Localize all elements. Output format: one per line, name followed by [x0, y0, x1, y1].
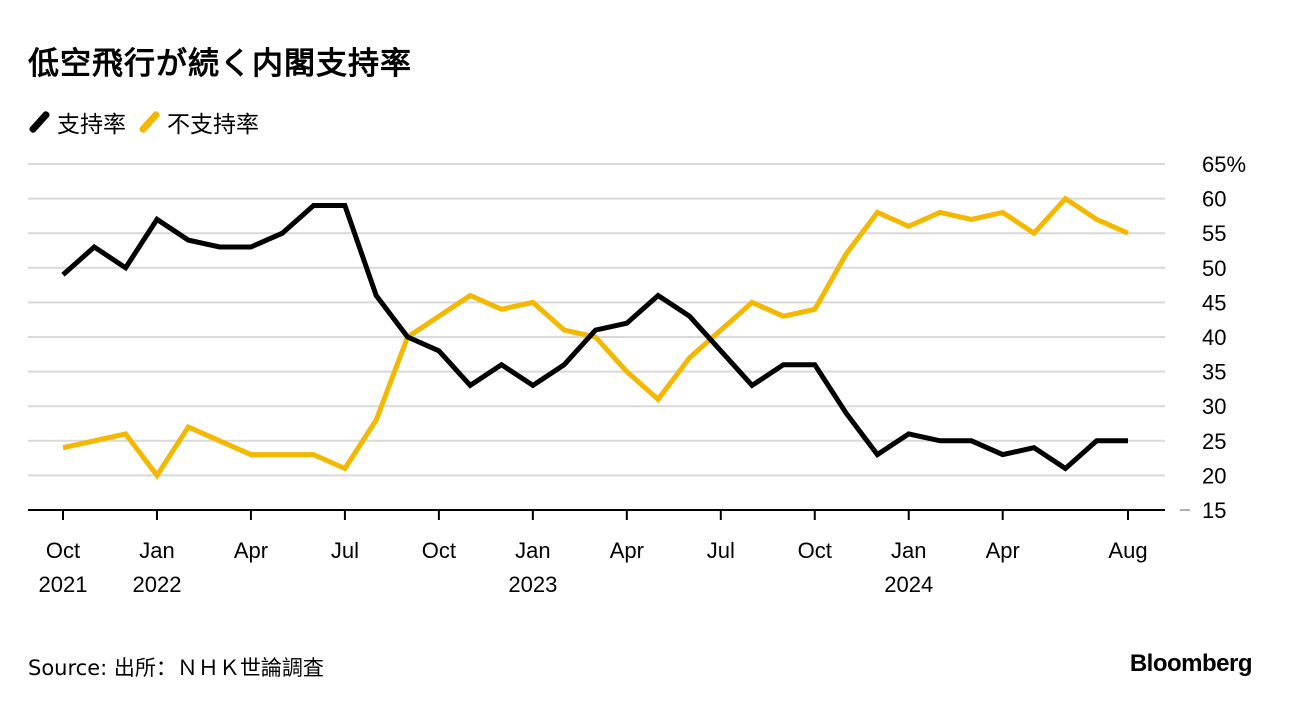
x-tick-label: Oct [46, 538, 80, 563]
y-tick-label: 60 [1202, 187, 1226, 212]
y-tick-label: 25 [1202, 429, 1226, 454]
line-chart: 15 20 25 30 35 40 45 50 55 60 65% Oct 2021 Jan 2022 Apr… [28, 152, 1246, 597]
x-tick-label: Aug [1108, 538, 1147, 563]
legend-label-disapprove: 不支持率 [167, 112, 259, 138]
x-tick-year-label: 2023 [508, 572, 557, 597]
y-tick-label: 65% [1202, 152, 1246, 177]
x-tick-label: Jul [707, 538, 735, 563]
legend-item-disapprove: 不支持率 [138, 105, 259, 139]
series-line-approve [61, 203, 1128, 472]
x-tick-label: Jan [515, 538, 550, 563]
bloomberg-logo: Bloomberg [1129, 650, 1253, 677]
x-tick-label: Jan [891, 538, 926, 563]
y-tick-label: 35 [1202, 360, 1226, 385]
legend-label-approve: 支持率 [57, 112, 126, 138]
x-tick-label: Apr [234, 538, 268, 563]
chart-title: 低空飛行が続く内閣支持率 [28, 46, 412, 82]
x-tick-year-label: 2021 [39, 572, 88, 597]
series-line-disapprove [62, 195, 1130, 480]
x-tick-label: Jan [139, 538, 174, 563]
y-tick-label: 55 [1202, 221, 1226, 246]
source-note: Source: 出所：ＮＨＫ世論調査 [28, 656, 324, 680]
y-tick-label: 50 [1202, 256, 1226, 281]
y-tick-label: 30 [1202, 394, 1226, 419]
y-tick-label: 15 [1202, 498, 1226, 523]
x-tick-label: Apr [986, 538, 1020, 563]
y-tick-label: 20 [1202, 463, 1226, 488]
x-tick-year-label: 2024 [884, 572, 933, 597]
x-tick-label: Oct [422, 538, 456, 563]
x-tick-label: Oct [798, 538, 832, 563]
x-tick-label: Apr [610, 538, 644, 563]
legend-item-approve: 支持率 [28, 105, 126, 139]
y-tick-label: 40 [1202, 325, 1226, 350]
x-tick-year-label: 2022 [132, 572, 181, 597]
legend: 支持率 不支持率 [28, 104, 271, 140]
y-tick-label: 45 [1202, 290, 1226, 315]
x-tick-label: Jul [331, 538, 359, 563]
